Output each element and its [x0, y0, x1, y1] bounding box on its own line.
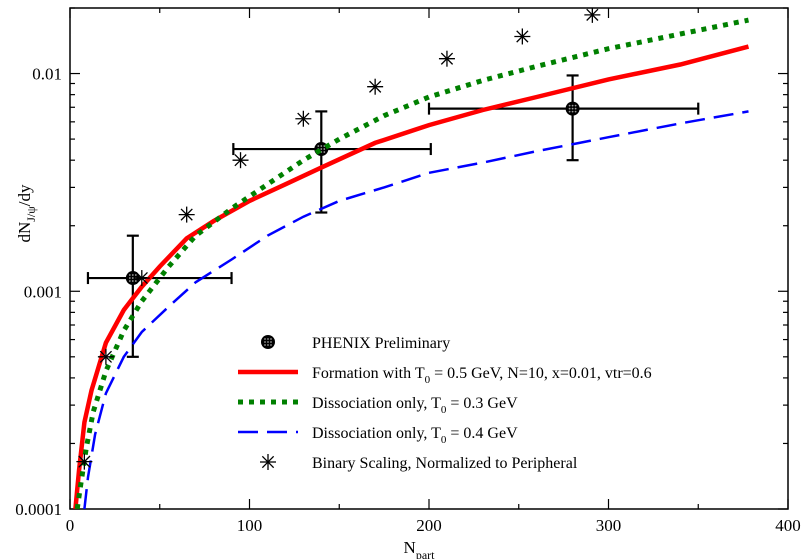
legend-entry: Dissociation only, T0 = 0.3 GeV	[238, 395, 518, 416]
x-tick-label: 400	[775, 516, 801, 535]
axis-ticks: 0 100 200 300 400 0.0001 0.001 0.01	[15, 7, 801, 535]
x-tick-label: 0	[66, 516, 75, 535]
x-tick-label: 100	[237, 516, 263, 535]
phenix-data-point	[232, 110, 432, 214]
legend-label: PHENIX Preliminary	[312, 335, 450, 352]
binary-scaling-point	[514, 28, 531, 45]
plot-area	[73, 8, 750, 509]
legend-label: Formation with T0 = 0.5 GeV, N=10, x=0.0…	[312, 365, 652, 386]
x-axis-title: Npart	[404, 538, 436, 559]
legend-asterisk-marker	[260, 454, 276, 470]
legend-label: Binary Scaling, Normalized to Peripheral	[312, 455, 578, 472]
legend-label: Dissociation only, T0 = 0.4 GeV	[312, 425, 518, 446]
binary-scaling-point	[97, 348, 114, 365]
phenix-marker	[565, 101, 580, 116]
y-axis-title: dNJ/ψ/dy	[15, 184, 38, 243]
binary-scaling-point	[232, 152, 249, 169]
legend-entry: Dissociation only, T0 = 0.4 GeV	[238, 425, 518, 446]
legend-phenix-marker	[261, 335, 275, 349]
legend-entry: Formation with T0 = 0.5 GeV, N=10, x=0.0…	[238, 365, 652, 386]
binary-scaling-point	[133, 270, 150, 287]
y-tick-label: 0.01	[32, 65, 62, 84]
binary-scaling-point	[295, 110, 312, 127]
series-line-3	[83, 110, 749, 509]
legend-entry: Binary Scaling, Normalized to Peripheral	[260, 454, 578, 472]
legend: PHENIX Preliminary Formation with T0 = 0.…	[238, 335, 652, 472]
binary-scaling-point	[76, 453, 93, 470]
y-tick-label: 0.0001	[15, 500, 62, 519]
series-layer	[73, 8, 750, 509]
legend-entry: PHENIX Preliminary	[261, 335, 450, 352]
series-line-1	[73, 44, 750, 509]
legend-label: Dissociation only, T0 = 0.3 GeV	[312, 395, 518, 416]
x-tick-label: 200	[416, 516, 442, 535]
binary-scaling-point	[438, 50, 455, 67]
x-tick-label: 300	[596, 516, 622, 535]
binary-scaling-point	[367, 78, 384, 95]
y-tick-label: 0.001	[24, 282, 62, 301]
binary-scaling-point	[178, 206, 195, 223]
binary-scaling-point	[584, 8, 601, 23]
